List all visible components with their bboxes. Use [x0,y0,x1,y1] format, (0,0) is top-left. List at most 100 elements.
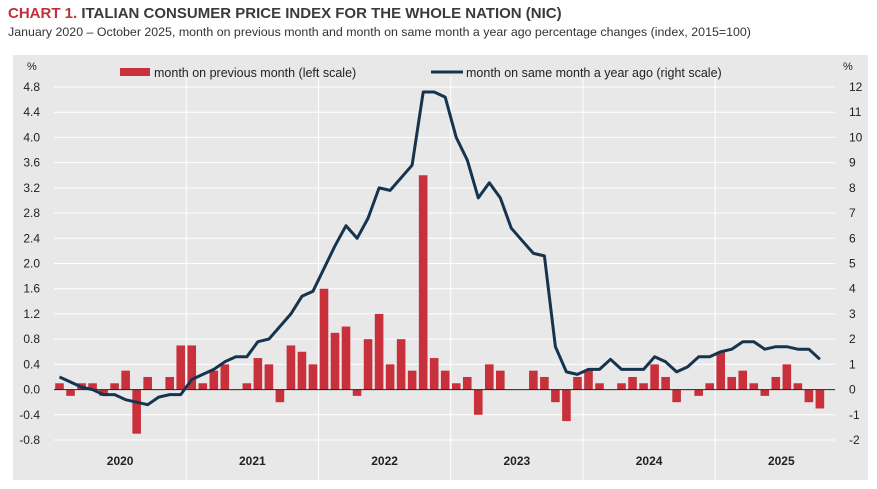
chart-subtitle: January 2020 – October 2025, month on pr… [8,25,751,39]
yoy-line-series [58,90,821,407]
bar-mom [165,376,175,390]
bar-mom [198,383,208,390]
left-tick-label: -0.4 [19,408,40,422]
bar-mom [540,376,549,390]
bar-mom [584,370,593,390]
right-tick-label: 11 [849,105,862,119]
left-tick-label: 3.6 [23,156,40,170]
bar-mom [253,358,263,390]
bar-mom [716,351,726,390]
bar-mom [286,345,296,390]
bar-mom [99,389,108,396]
bar-mom [418,175,428,390]
chart-panel: 4.8 4.4 4.0 3.6 3.2 2.8 2.4 2.0 1.6 1.2 0.8 0.4 0.0 -… [13,55,868,480]
bar-mom [341,326,351,390]
legend-bar-label: month on previous month (left scale) [154,66,356,80]
right-tick-label: 5 [849,257,856,271]
left-tick-label: 2.4 [23,231,40,245]
left-axis-ticks: 4.8 4.4 4.0 3.6 3.2 2.8 2.4 2.0 1.6 1.2 0.8 0.4 0.0 -… [19,80,40,447]
bar-mom [132,389,141,434]
right-tick-label: 1 [849,357,856,371]
bar-mom [484,364,494,390]
bar-mom [672,389,681,403]
bar-mom [55,383,64,390]
chart-title: CHART 1. ITALIAN CONSUMER PRICE INDEX FO… [8,5,751,22]
year-label: 2022 [371,454,398,468]
bar-mom [650,364,659,390]
bar-mom [110,383,119,390]
bar-mom [121,370,130,390]
bar-mom [462,376,472,390]
bar-mom [617,383,626,390]
bar-mom [661,376,670,390]
bar-mom [407,370,417,390]
right-tick-label: 10 [849,130,863,144]
gridlines [54,77,835,480]
bar-mom [529,370,538,390]
bar-mom [793,383,803,390]
bar-mom [440,370,450,390]
bar-mom [694,389,703,396]
left-tick-label: 4.0 [23,130,40,144]
bar-mom [143,376,152,390]
chart-number: CHART 1. [8,5,78,22]
bar-mom [209,370,219,390]
left-tick-label: 2.8 [23,206,40,220]
bar-mom [187,345,197,390]
bar-series [55,175,825,434]
left-tick-label: 0.4 [23,357,40,371]
bar-mom [396,339,406,390]
bar-mom [473,389,483,415]
bar-mom [385,364,395,390]
legend-bar-swatch [120,68,150,76]
left-tick-label: 4.4 [23,105,40,119]
bar-mom [66,389,75,396]
bar-mom [88,383,97,390]
right-tick-label: -2 [849,433,860,447]
bar-mom [319,288,329,390]
bar-mom [429,358,439,390]
year-label: 2021 [239,454,266,468]
right-tick-label: 9 [849,156,856,170]
bar-mom [330,332,340,390]
right-tick-label: 3 [849,307,856,321]
right-tick-label: 0 [849,383,856,397]
left-tick-label: 0.8 [23,332,40,346]
bar-mom [782,364,792,390]
legend: month on previous month (left scale) mon… [120,66,722,80]
year-label: 2024 [636,454,663,468]
cpi-chart: 4.8 4.4 4.0 3.6 3.2 2.8 2.4 2.0 1.6 1.2 0.8 0.4 0.0 -… [19,61,863,480]
bar-mom [496,370,505,390]
bar-mom [573,376,582,390]
chart-title-text: ITALIAN CONSUMER PRICE INDEX FOR THE WHO… [81,5,562,22]
right-tick-label: 12 [849,80,863,94]
year-label: 2020 [107,454,134,468]
left-tick-label: -0.8 [19,433,40,447]
left-tick-label: 1.6 [23,282,40,296]
year-labels: 2020 2021 2022 2023 2024 2025 [107,454,795,468]
left-tick-label: 4.8 [23,80,40,94]
bar-mom [363,339,373,390]
left-tick-label: 0.0 [23,383,40,397]
bar-mom [727,376,737,390]
bar-mom [275,389,285,403]
bar-mom [352,389,362,396]
left-tick-label: 2.0 [23,257,40,271]
right-axis-unit: % [843,61,853,73]
right-tick-label: -1 [849,408,860,422]
bar-mom [639,383,648,390]
right-tick-label: 7 [849,206,856,220]
bar-mom [705,383,714,390]
bar-mom [551,389,560,403]
bar-mom [804,389,814,403]
bar-mom [738,370,748,390]
bar-mom [297,351,307,390]
bar-mom [562,389,571,422]
right-tick-label: 6 [849,231,856,245]
bar-mom [264,364,274,390]
bar-mom [815,389,825,409]
bar-mom [220,364,230,390]
right-tick-label: 4 [849,282,856,296]
bar-mom [374,313,384,390]
